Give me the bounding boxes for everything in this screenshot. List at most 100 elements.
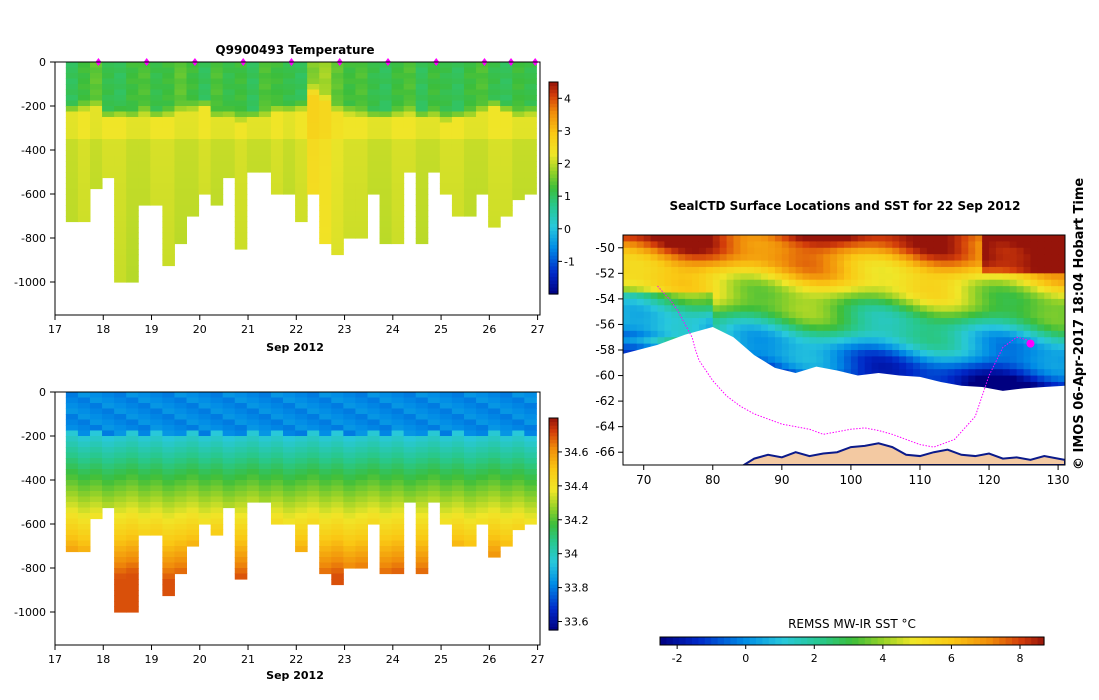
temperature-cell: [138, 117, 151, 124]
temperature-cell: [126, 78, 139, 85]
salinity-cell: [162, 524, 175, 531]
temperature-cell: [174, 227, 188, 234]
salinity-cell: [295, 392, 308, 399]
sst-cell: [933, 247, 942, 255]
temperature-cell: [439, 133, 453, 140]
salinity-cell: [355, 430, 368, 437]
sst-cell: [919, 286, 928, 294]
salinity-cell: [488, 535, 501, 542]
temperature-cell: [391, 194, 405, 201]
sst-cell: [650, 324, 659, 332]
sst-cell: [885, 330, 893, 338]
temperature-cell: [126, 227, 139, 234]
temperature-cell: [270, 122, 284, 129]
sst-cell: [809, 241, 817, 249]
salinity-cell: [258, 474, 272, 481]
sst-cell: [892, 273, 900, 281]
temperature-cell: [114, 106, 127, 113]
sst-cell: [1037, 292, 1045, 300]
sst-cell: [705, 260, 714, 268]
temperature-cell: [415, 78, 429, 85]
sst-cell: [781, 266, 790, 274]
temperature-cell: [222, 62, 236, 69]
colorbar-swatch: [549, 135, 558, 140]
salinity-cell: [500, 518, 513, 525]
temperature-cell: [379, 95, 393, 102]
sst-cell: [864, 266, 873, 274]
salinity-cell: [331, 392, 344, 399]
salinity-y-axis: 0-200-400-600-800-1000: [14, 386, 55, 619]
salinity-cell: [367, 430, 381, 437]
sst-cell: [636, 273, 645, 281]
temperature-cell: [295, 128, 308, 135]
x-tick-label: 19: [145, 653, 159, 666]
temperature-cell: [114, 84, 127, 91]
sst-cell: [692, 305, 700, 313]
temperature-cell: [283, 161, 296, 168]
sst-cell: [664, 305, 672, 313]
salinity-cell: [439, 458, 453, 465]
temperature-cell: [114, 144, 127, 151]
sst-cell: [954, 305, 963, 313]
colorbar-swatch: [549, 96, 558, 101]
temperature-cell: [488, 221, 501, 228]
salinity-cell: [162, 458, 175, 465]
temperature-cell: [524, 100, 537, 107]
salinity-cell: [451, 452, 465, 459]
sst-cell: [968, 260, 976, 268]
sst-cell: [989, 266, 997, 274]
temperature-cell: [355, 144, 368, 151]
salinity-cell: [150, 392, 163, 399]
salinity-cell: [102, 408, 115, 415]
salinity-cell: [186, 414, 200, 421]
sst-cell: [1002, 279, 1011, 287]
salinity-cell: [319, 403, 332, 410]
colorbar-swatch: [948, 637, 955, 645]
temperature-cell: [114, 265, 127, 272]
temperature-cell: [476, 161, 489, 168]
salinity-cell: [283, 392, 296, 399]
colorbar-swatch: [549, 156, 558, 161]
salinity-cell: [343, 502, 356, 509]
temperature-cell: [319, 122, 332, 129]
salinity-cell: [391, 524, 405, 531]
colorbar-swatch: [549, 538, 558, 543]
colorbar-swatch: [549, 120, 558, 125]
temperature-cell: [138, 111, 151, 118]
salinity-cell: [114, 579, 127, 586]
salinity-cell: [403, 414, 417, 421]
sst-cell: [995, 292, 1004, 300]
sst-cell: [961, 350, 969, 357]
salinity-cell: [283, 414, 296, 421]
salinity-cell: [162, 441, 175, 448]
salinity-cell: [295, 414, 308, 421]
salinity-cell: [319, 568, 332, 575]
salinity-cell: [488, 463, 501, 470]
salinity-cell: [488, 425, 501, 432]
sst-cell: [1009, 375, 1018, 383]
sst-cell: [1023, 247, 1032, 255]
temperature-cell: [150, 161, 163, 168]
sst-cell: [781, 330, 790, 338]
temperature-cell: [89, 78, 103, 85]
salinity-cell: [415, 513, 429, 520]
salinity-cell: [150, 491, 163, 498]
temperature-cell: [427, 122, 441, 129]
salinity-cell: [150, 425, 163, 432]
temperature-cell: [439, 139, 453, 146]
salinity-cell: [258, 469, 272, 476]
colorbar-swatch: [549, 587, 558, 592]
temperature-cell: [89, 117, 103, 124]
temperature-cell: [258, 166, 272, 173]
salinity-cell: [210, 408, 224, 415]
colorbar-swatch: [549, 272, 558, 277]
sst-cell: [643, 266, 652, 274]
salinity-cell: [463, 463, 477, 470]
temperature-cell: [415, 194, 429, 201]
sst-cell: [678, 286, 686, 294]
salinity-cell: [283, 513, 296, 520]
salinity-cell: [126, 474, 139, 481]
sst-cell: [850, 286, 859, 294]
temperature-cell: [524, 177, 537, 184]
